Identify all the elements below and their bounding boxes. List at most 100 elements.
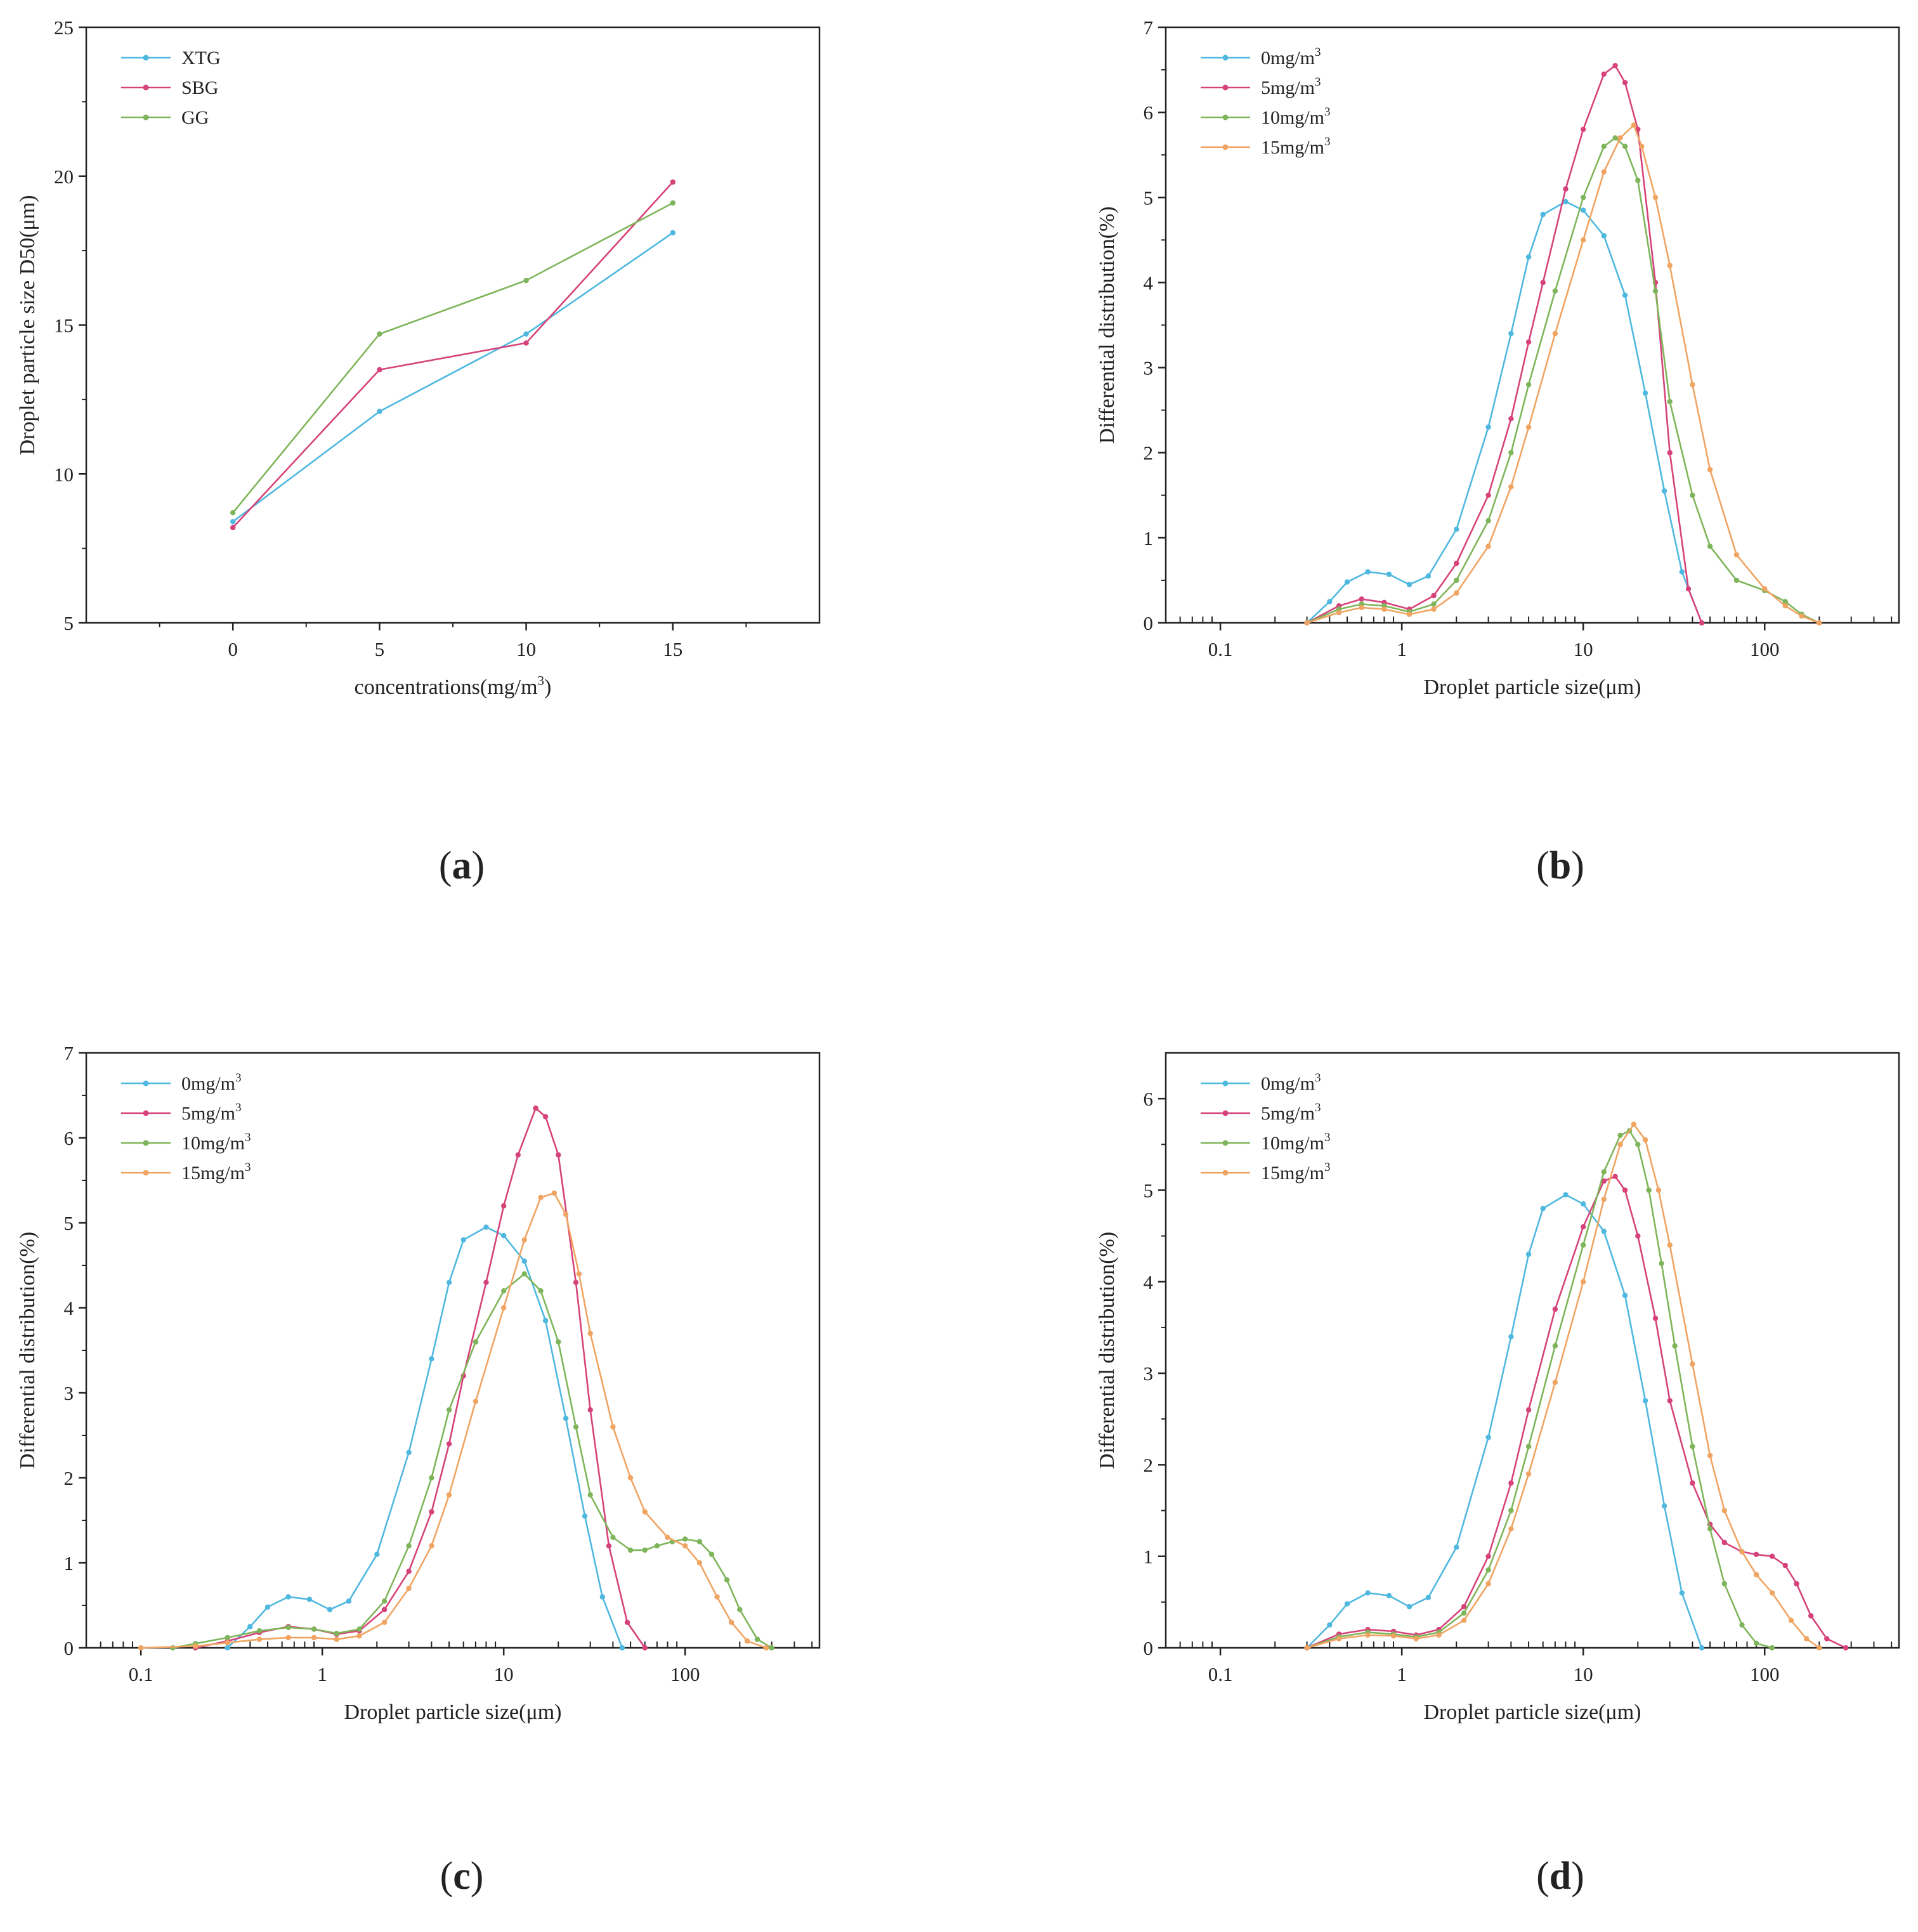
data-point	[1690, 1361, 1695, 1367]
data-point	[1425, 1595, 1432, 1600]
data-point	[1753, 1572, 1759, 1577]
data-point	[624, 1619, 630, 1625]
data-point	[1612, 63, 1618, 69]
y-tick-label: 1	[64, 1552, 74, 1574]
data-point	[1454, 577, 1459, 584]
data-point	[1667, 399, 1673, 405]
series-line-3	[141, 1192, 767, 1649]
data-point	[1581, 1279, 1586, 1285]
data-point	[1652, 288, 1659, 294]
data-point	[1508, 330, 1514, 337]
data-point	[523, 331, 529, 337]
data-point	[729, 1619, 734, 1625]
data-point	[1679, 569, 1685, 575]
data-point	[429, 1356, 434, 1362]
legend-swatch-marker	[143, 114, 149, 121]
data-point	[1667, 1398, 1673, 1404]
legend-label-sup: 3	[1315, 75, 1321, 89]
legend-label: 0mg/m3	[181, 1071, 242, 1094]
series-line-1	[1307, 1175, 1846, 1649]
data-point	[1563, 1192, 1569, 1198]
data-point	[1661, 488, 1667, 494]
data-point	[642, 1547, 648, 1553]
data-point	[1461, 1610, 1467, 1616]
data-point	[1794, 1581, 1799, 1587]
legend-swatch-marker	[143, 84, 149, 91]
data-point	[1646, 1187, 1652, 1193]
data-point	[1581, 207, 1586, 213]
data-point	[1485, 544, 1491, 549]
panel-caption: (b)	[1536, 844, 1584, 887]
x-tick-label: 10	[516, 638, 536, 660]
data-point	[642, 1645, 648, 1651]
data-point	[1508, 1508, 1514, 1513]
panel-caption-close: )	[1571, 844, 1584, 887]
data-point	[1685, 586, 1692, 592]
data-point	[381, 1598, 388, 1604]
data-point	[1601, 1169, 1607, 1175]
data-point	[1699, 620, 1705, 626]
data-point	[573, 1424, 579, 1430]
legend-label-text: 15mg/m	[1261, 137, 1324, 158]
y-tick-label: 7	[1144, 16, 1154, 39]
data-point	[1406, 1603, 1412, 1610]
y-tick-label: 25	[54, 16, 74, 39]
y-tick-label: 7	[64, 1042, 74, 1064]
data-point	[1652, 195, 1659, 200]
data-point	[225, 1635, 230, 1641]
legend-label-sup: 3	[1315, 1071, 1321, 1085]
x-tick-label: 0.1	[1208, 1663, 1233, 1685]
x-axis-title: Droplet particle size(μm)	[1424, 1700, 1641, 1724]
panel-caption-letter: c	[453, 1855, 471, 1898]
data-point	[1581, 195, 1586, 200]
data-point	[1601, 233, 1607, 238]
data-point	[515, 1152, 521, 1158]
data-point	[1639, 143, 1645, 149]
x-axis-title-text: Droplet particle size(μm)	[1424, 1700, 1641, 1724]
data-point	[1721, 1539, 1727, 1546]
data-point	[256, 1628, 263, 1634]
data-point	[670, 200, 676, 206]
series-line-2	[1307, 136, 1820, 624]
data-point	[306, 1596, 313, 1602]
y-tick-label: 6	[1144, 101, 1154, 124]
x-axis-title-text: Droplet particle size(μm)	[344, 1700, 562, 1724]
data-point	[1304, 620, 1310, 626]
legend-swatch-marker	[143, 55, 149, 61]
data-point	[501, 1305, 507, 1311]
legend-label-text: 5mg/m	[1261, 1103, 1315, 1124]
panel-caption-open: (	[1536, 844, 1549, 887]
legend-label-text: SBG	[181, 77, 218, 98]
data-point	[523, 340, 529, 346]
data-point	[1762, 586, 1768, 592]
data-point	[285, 1624, 291, 1630]
legend-label-sup: 3	[235, 1101, 242, 1114]
data-point	[1581, 237, 1586, 243]
panel-caption-close: )	[1571, 1855, 1584, 1898]
data-point	[446, 1441, 452, 1447]
legend-swatch-marker	[143, 1110, 149, 1116]
data-point	[1622, 1187, 1628, 1193]
legend-label: XTG	[181, 48, 221, 69]
data-point	[1661, 1503, 1667, 1509]
legend-label-sup: 3	[1324, 1161, 1331, 1174]
data-point	[225, 1640, 230, 1646]
data-point	[377, 331, 382, 337]
data-point	[1699, 1645, 1705, 1651]
y-tick-label: 0	[1144, 1637, 1154, 1659]
data-point	[1508, 415, 1514, 422]
data-point	[1508, 1480, 1514, 1486]
data-point	[563, 1416, 569, 1421]
data-point	[138, 1645, 144, 1651]
data-point	[334, 1631, 339, 1636]
data-point	[1563, 186, 1569, 192]
data-point	[1601, 1178, 1607, 1184]
data-point	[576, 1271, 582, 1277]
data-point	[538, 1194, 544, 1201]
data-point	[1508, 450, 1514, 455]
data-point	[1782, 603, 1788, 609]
data-point	[1359, 604, 1364, 611]
y-tick-label: 10	[54, 463, 74, 485]
series-line-2	[1307, 1130, 1773, 1649]
data-point	[1733, 552, 1740, 558]
